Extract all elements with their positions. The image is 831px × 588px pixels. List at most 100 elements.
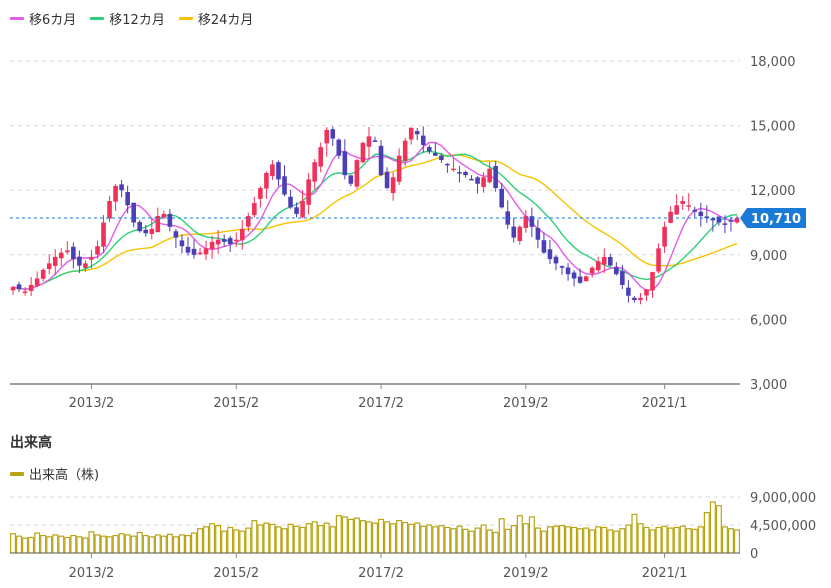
volume-bar	[58, 535, 65, 554]
volume-bar	[40, 534, 47, 554]
volume-bar	[22, 537, 29, 554]
volume-gridlines	[10, 496, 740, 526]
candle-body	[16, 284, 22, 290]
candle-body	[288, 196, 293, 208]
candle-body	[58, 252, 64, 259]
price-y-tick-label: 18,000	[750, 55, 796, 70]
candle-body	[511, 226, 517, 238]
volume-bar	[408, 523, 415, 554]
volume-bar	[100, 535, 107, 554]
candle-body	[535, 228, 541, 240]
candle-body	[638, 297, 643, 301]
volume-y-axis-ticks: 9,000,000 4,500,000 0	[750, 491, 816, 562]
volume-bar	[287, 523, 294, 554]
volume-bar	[317, 525, 324, 554]
volume-bar	[197, 528, 204, 554]
volume-bar	[46, 536, 53, 554]
volume-bar	[565, 526, 572, 554]
candle-body	[402, 140, 408, 161]
volume-bar	[353, 517, 360, 554]
candle-body	[620, 271, 625, 285]
candle-body	[499, 188, 504, 208]
volume-bar	[637, 523, 644, 554]
volume-bar	[462, 528, 469, 554]
volume-bar	[34, 532, 41, 554]
volume-bar	[64, 536, 71, 554]
volume-bar	[359, 520, 366, 554]
ma12-line	[12, 150, 738, 291]
volume-bar	[269, 523, 276, 554]
candle-body	[698, 211, 704, 217]
candle-body	[125, 192, 130, 206]
volume-swatch-icon	[10, 471, 24, 476]
candle-body	[366, 136, 372, 147]
volume-x-axis-ticks: 2013/2 2015/2 2017/2 2019/2 2021/1	[69, 553, 687, 581]
ma6-line	[12, 141, 738, 292]
candle-body	[650, 272, 655, 291]
volume-bar	[643, 526, 650, 554]
candle-body	[215, 239, 221, 245]
candle-body	[83, 263, 88, 268]
candle-body	[95, 246, 100, 255]
volume-bar	[341, 516, 348, 554]
candle-body	[155, 216, 161, 233]
candle-body	[227, 237, 233, 245]
candle-body	[28, 284, 34, 292]
candle-body	[408, 127, 414, 140]
price-x-tick-label: 2021/1	[642, 396, 688, 411]
price-y-tick-label: 3,000	[750, 378, 787, 393]
legend-item-ma24[interactable]: 移24カ月	[178, 9, 253, 28]
candle-body	[258, 188, 263, 199]
ma12-path	[12, 150, 738, 291]
price-y-tick-label: 15,000	[750, 120, 796, 135]
candle-body	[626, 287, 631, 296]
price-y-tick-label: 12,000	[750, 184, 796, 199]
candle-body	[191, 248, 197, 255]
volume-bar	[444, 526, 451, 554]
candle-body	[390, 177, 396, 194]
volume-bar	[209, 523, 216, 554]
candle-body	[270, 164, 275, 177]
volume-bar	[402, 521, 409, 554]
price-x-tick-label: 2013/2	[69, 396, 115, 411]
volume-bar	[474, 527, 481, 554]
volume-bar	[329, 526, 336, 554]
candle-body	[523, 216, 529, 228]
volume-bar	[522, 523, 529, 554]
candle-body	[463, 171, 468, 176]
volume-bar	[172, 536, 179, 554]
candle-body	[149, 228, 155, 234]
legend-item-volume[interactable]: 出来高（株)	[10, 464, 99, 483]
volume-bar	[534, 527, 541, 554]
volume-bar	[456, 525, 463, 554]
volume-bar	[305, 523, 312, 554]
volume-x-tick-label: 2017/2	[358, 566, 404, 581]
volume-bar	[504, 528, 511, 554]
candle-body	[167, 213, 173, 227]
candle-body	[644, 289, 649, 296]
volume-x-tick-label: 2015/2	[213, 566, 259, 581]
candle-body	[246, 216, 251, 227]
candle-body	[378, 145, 384, 176]
candle-body	[565, 267, 571, 275]
volume-bar	[649, 529, 656, 554]
legend-item-ma12[interactable]: 移12カ月	[90, 9, 165, 28]
volume-bar	[510, 525, 517, 554]
volume-bar	[432, 526, 439, 554]
candle-body	[179, 240, 185, 247]
volume-bar	[142, 534, 149, 554]
volume-bar	[721, 526, 728, 554]
legend-item-ma6[interactable]: 移6カ月	[10, 9, 76, 28]
volume-bar	[613, 530, 620, 554]
candle-body	[704, 216, 710, 219]
volume-bar	[281, 528, 288, 554]
candle-body	[728, 220, 734, 222]
candle-body	[469, 178, 474, 181]
candle-body	[493, 166, 498, 189]
candle-body	[348, 175, 354, 184]
candle-body	[65, 250, 70, 253]
volume-bar	[275, 526, 282, 554]
volume-x-tick-label: 2019/2	[503, 566, 549, 581]
candle-body	[668, 211, 673, 223]
volume-bar	[378, 518, 385, 554]
